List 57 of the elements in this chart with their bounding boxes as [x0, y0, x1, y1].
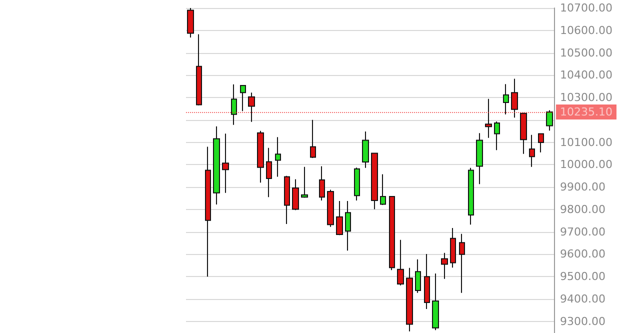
candlestick [354, 167, 360, 201]
candlestick [424, 253, 430, 310]
candlestick [441, 252, 448, 280]
candlestick [538, 132, 544, 153]
candlestick [310, 119, 316, 158]
candlestick [187, 8, 194, 38]
y-tick-label: 10400.00 [560, 68, 612, 82]
candlestick [546, 110, 553, 132]
candlestick [292, 178, 299, 211]
candlestick [406, 267, 413, 332]
candlestick [397, 239, 404, 286]
candlestick [485, 98, 492, 138]
y-tick-label: 10100.00 [560, 136, 612, 149]
candlestick [231, 84, 237, 126]
candlestick [222, 133, 229, 194]
candlestick [284, 175, 290, 224]
candlestick [415, 258, 421, 294]
candlestick [468, 167, 474, 226]
y-tick-label: 9400.00 [560, 292, 606, 306]
candlestick [213, 126, 220, 206]
ref-line-label: 10235.10 [560, 106, 612, 119]
candlestick [345, 200, 351, 252]
y-tick-label: 9800.00 [560, 202, 606, 216]
y-tick-label: 10000.00 [560, 158, 612, 172]
y-tick-label: 9500.00 [560, 270, 606, 284]
y-tick-label: 10700.00 [560, 2, 612, 14]
candlestick [432, 272, 439, 331]
candlestick [371, 152, 378, 210]
candlestick [494, 120, 500, 151]
candlestick [205, 146, 211, 278]
candlestick [327, 189, 334, 228]
candlestick [240, 84, 246, 112]
candlestick [257, 130, 264, 184]
y-tick-label: 10300.00 [560, 91, 612, 104]
candlestick [511, 78, 518, 118]
y-tick-label: 9700.00 [560, 225, 606, 238]
candlestick [520, 112, 527, 154]
candlestick [529, 134, 535, 168]
y-tick-label: 9300.00 [560, 314, 606, 328]
y-tick-label: 9900.00 [560, 180, 606, 194]
candlestick [450, 228, 456, 268]
candlestick [389, 196, 395, 271]
candlestick [476, 132, 483, 185]
candlestick [380, 174, 386, 206]
y-tick-label: 10600.00 [560, 24, 612, 37]
candlestick [275, 136, 281, 178]
candlestick [362, 131, 369, 168]
candlestick [503, 84, 509, 115]
y-tick-label: 9600.00 [560, 248, 606, 261]
candlestick [301, 166, 308, 198]
y-tick-label: 10500.00 [560, 46, 612, 60]
candlestick [319, 166, 325, 201]
candlestick [196, 34, 202, 106]
candlestick [266, 147, 272, 198]
candlestick [248, 92, 255, 122]
candlestick [336, 200, 343, 236]
candlestick [459, 233, 465, 294]
